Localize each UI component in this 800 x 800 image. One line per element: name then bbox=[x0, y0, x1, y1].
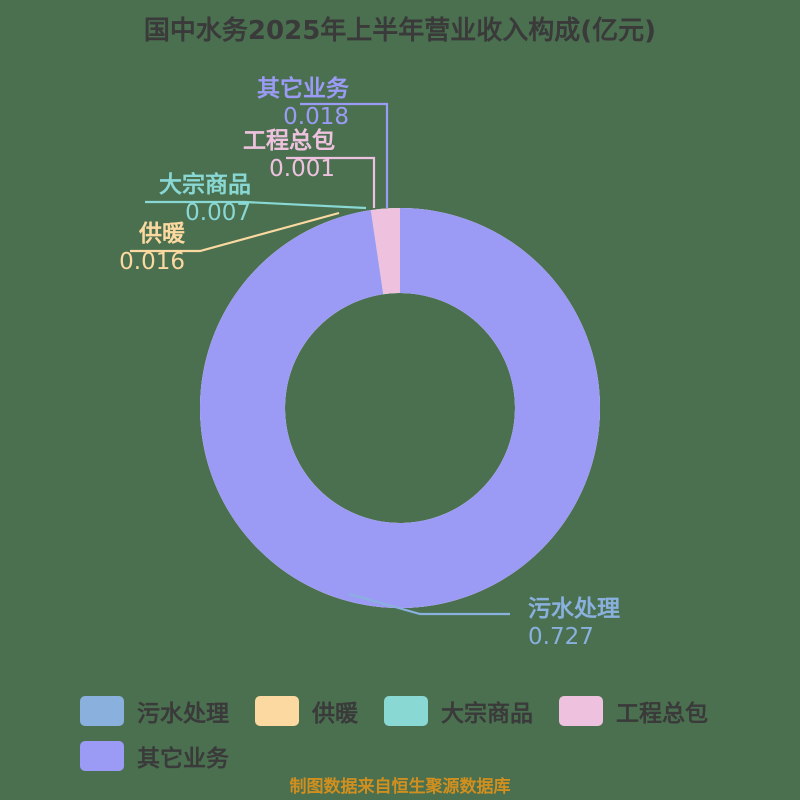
slice-label-value: 0.018 bbox=[283, 104, 349, 130]
slice-label-value: 0.001 bbox=[269, 156, 335, 182]
data-source-note: 制图数据来自恒生聚源数据库 bbox=[289, 777, 511, 797]
legend-swatch bbox=[80, 695, 124, 726]
legend-swatch bbox=[384, 695, 428, 726]
slice-label-value: 0.007 bbox=[185, 200, 251, 226]
legend-item-label: 工程总包 bbox=[616, 700, 708, 727]
donut-slice[interactable] bbox=[200, 207, 601, 608]
legend-swatch bbox=[559, 695, 603, 726]
slice-label-value: 0.016 bbox=[119, 249, 185, 275]
leader-line bbox=[300, 102, 389, 208]
legend-item[interactable]: 工程总包 bbox=[559, 688, 708, 733]
legend-swatch bbox=[255, 695, 299, 726]
legend-item[interactable]: 大宗商品 bbox=[384, 688, 533, 733]
slice-label-name: 污水处理 bbox=[528, 596, 620, 622]
slice-label-name: 其它业务 bbox=[257, 75, 350, 102]
legend-item[interactable]: 其它业务 bbox=[80, 733, 229, 778]
legend-item-label: 污水处理 bbox=[137, 700, 229, 727]
legend-swatch bbox=[80, 740, 124, 771]
legend-item-label: 大宗商品 bbox=[441, 700, 533, 727]
legend-item[interactable]: 污水处理 bbox=[80, 688, 229, 733]
leader-lines-group bbox=[130, 102, 510, 616]
leader-line bbox=[348, 592, 510, 616]
legend-item[interactable]: 供暖 bbox=[255, 688, 358, 733]
legend-item-label: 其它业务 bbox=[137, 745, 229, 772]
donut-slices-group bbox=[199, 207, 601, 609]
leader-line bbox=[286, 156, 376, 208]
page-title: 国中水务2025年上半年营业收入构成(亿元) bbox=[143, 16, 657, 46]
slice-label-value: 0.727 bbox=[528, 624, 594, 650]
legend-item-label: 供暖 bbox=[312, 700, 358, 727]
leader-line bbox=[130, 211, 340, 253]
leader-line bbox=[145, 200, 367, 210]
chart-legend: 污水处理 供暖 大宗商品 工程总包其它业务 bbox=[80, 688, 740, 778]
slice-label-name: 大宗商品 bbox=[159, 171, 251, 198]
slice-label-name: 工程总包 bbox=[243, 127, 335, 154]
slice-label-name: 供暖 bbox=[138, 220, 186, 247]
